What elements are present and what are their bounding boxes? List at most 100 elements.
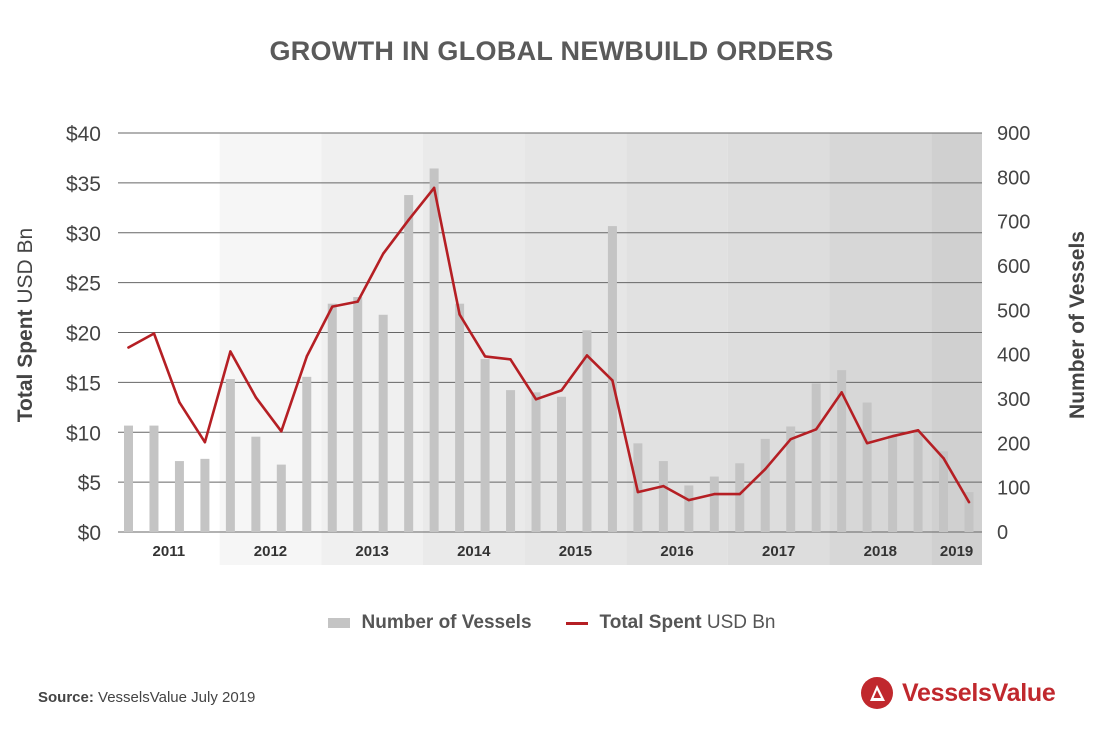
- total-spent-point: [509, 358, 512, 361]
- y-left-tick-label: $40: [66, 123, 101, 146]
- year-label-2016: 2016: [660, 543, 693, 560]
- vessel-bar: [378, 314, 388, 532]
- triangle-in-circle-icon: [861, 677, 893, 709]
- legend: Number of Vessels Total Spent USD Bn: [0, 612, 1103, 634]
- vessel-bar: [302, 376, 312, 532]
- legend-vessels-label: Number of Vessels: [361, 612, 532, 633]
- total-spent-point: [356, 300, 359, 303]
- y-left-tick-label: $10: [66, 422, 101, 445]
- total-spent-point: [865, 442, 869, 445]
- brand-logo: VesselsValue: [860, 676, 1056, 710]
- y-left-tick-label: $15: [66, 372, 101, 395]
- vessel-bar: [480, 359, 490, 532]
- legend-bar-swatch: [327, 618, 350, 628]
- y-left-tick-label: $30: [66, 223, 101, 246]
- vessel-bar: [276, 464, 286, 532]
- total-spent-point: [891, 435, 894, 438]
- vessel-bar: [200, 458, 210, 532]
- vessel-bar: [506, 390, 516, 532]
- legend-total-spent-bold: Total Spent: [599, 612, 702, 633]
- vessel-bar: [174, 461, 184, 532]
- vessel-bar: [531, 392, 541, 532]
- year-label-2019: 2019: [940, 543, 973, 560]
- total-spent-point: [407, 218, 410, 221]
- y-right-tick-label: 300: [997, 389, 1030, 411]
- vessel-bar: [862, 402, 872, 532]
- y-left-tick-label: $5: [78, 472, 101, 495]
- total-spent-point: [280, 430, 283, 433]
- y-left-tick-label: $25: [66, 273, 101, 296]
- year-label-2018: 2018: [864, 543, 897, 560]
- vessel-bar: [582, 330, 592, 532]
- year-label-2017: 2017: [762, 543, 795, 560]
- vessel-bar: [251, 436, 261, 532]
- y-right-tick-label: 600: [997, 256, 1030, 278]
- vessel-bar: [709, 476, 719, 532]
- legend-line-swatch: [565, 621, 588, 625]
- vessel-bar: [429, 168, 439, 532]
- legend-total-spent-label: Total Spent USD Bn: [600, 612, 776, 634]
- total-spent-point: [331, 305, 334, 308]
- year-band-2019: [931, 133, 982, 565]
- total-spent-point: [942, 456, 945, 460]
- total-spent-point: [203, 441, 207, 444]
- vessel-bar: [124, 425, 133, 532]
- vessel-bar: [913, 432, 923, 532]
- chart-title: GROWTH IN GLOBAL NEWBUILD ORDERS: [269, 36, 834, 66]
- total-spent-point: [254, 396, 258, 399]
- vessel-bar: [149, 425, 159, 532]
- total-spent-point: [636, 490, 640, 494]
- total-spent-point: [916, 429, 920, 432]
- total-spent-point: [840, 391, 843, 394]
- total-spent-point: [152, 332, 156, 335]
- y-right-tick-label: 900: [997, 123, 1030, 145]
- legend-item-vessels: Number of Vessels: [327, 612, 532, 634]
- year-label-2014: 2014: [457, 543, 491, 560]
- vessel-bar: [811, 383, 821, 532]
- vessel-bar: [964, 492, 974, 532]
- total-spent-point: [483, 355, 487, 358]
- vessel-bar: [684, 485, 694, 532]
- source-label: Source:: [38, 689, 94, 706]
- y-right-tick-label: 200: [997, 433, 1030, 455]
- brand-name: VesselsValue: [902, 678, 1056, 707]
- vessel-bar: [760, 438, 770, 532]
- y-right-tick-label: 100: [997, 478, 1030, 500]
- year-label-2011: 2011: [153, 543, 186, 560]
- total-spent-point: [560, 389, 563, 392]
- vessel-bar: [837, 370, 847, 532]
- total-spent-point: [738, 492, 741, 496]
- y-right-tick-label: 700: [997, 212, 1030, 234]
- total-spent-point: [789, 438, 792, 441]
- total-spent-point: [814, 428, 818, 431]
- legend-item-total-spent: Total Spent USD Bn: [565, 612, 776, 634]
- vessel-bar: [455, 303, 465, 532]
- vessel-bar: [404, 195, 414, 533]
- total-spent-point: [458, 313, 461, 316]
- source-note: Source: VesselsValue July 2019: [38, 689, 255, 706]
- y-left-tick-label: $35: [66, 173, 101, 196]
- total-spent-point: [967, 500, 971, 504]
- year-label-2015: 2015: [559, 543, 592, 560]
- y-left-tick-label: $0: [78, 522, 101, 545]
- vessel-bar: [735, 463, 745, 532]
- total-spent-point: [662, 484, 665, 488]
- total-spent-point: [713, 492, 716, 496]
- total-spent-point: [764, 467, 767, 471]
- legend-total-spent-unit: USD Bn: [706, 612, 776, 633]
- vessel-bar: [556, 396, 566, 532]
- total-spent-point: [127, 346, 130, 349]
- total-spent-point: [381, 252, 385, 255]
- y-right-tick-label: 400: [997, 345, 1030, 367]
- vessel-bar: [353, 297, 363, 532]
- vessel-bar: [786, 426, 796, 532]
- vessel-bar: [658, 461, 668, 532]
- vessel-bar: [327, 303, 337, 532]
- total-spent-point: [687, 498, 691, 502]
- total-spent-line: [127, 186, 971, 504]
- y-right-tick-label: 0: [997, 522, 1008, 544]
- total-spent-point: [178, 401, 181, 404]
- y-right-tick-label: 800: [997, 167, 1030, 189]
- year-label-2013: 2013: [355, 543, 388, 560]
